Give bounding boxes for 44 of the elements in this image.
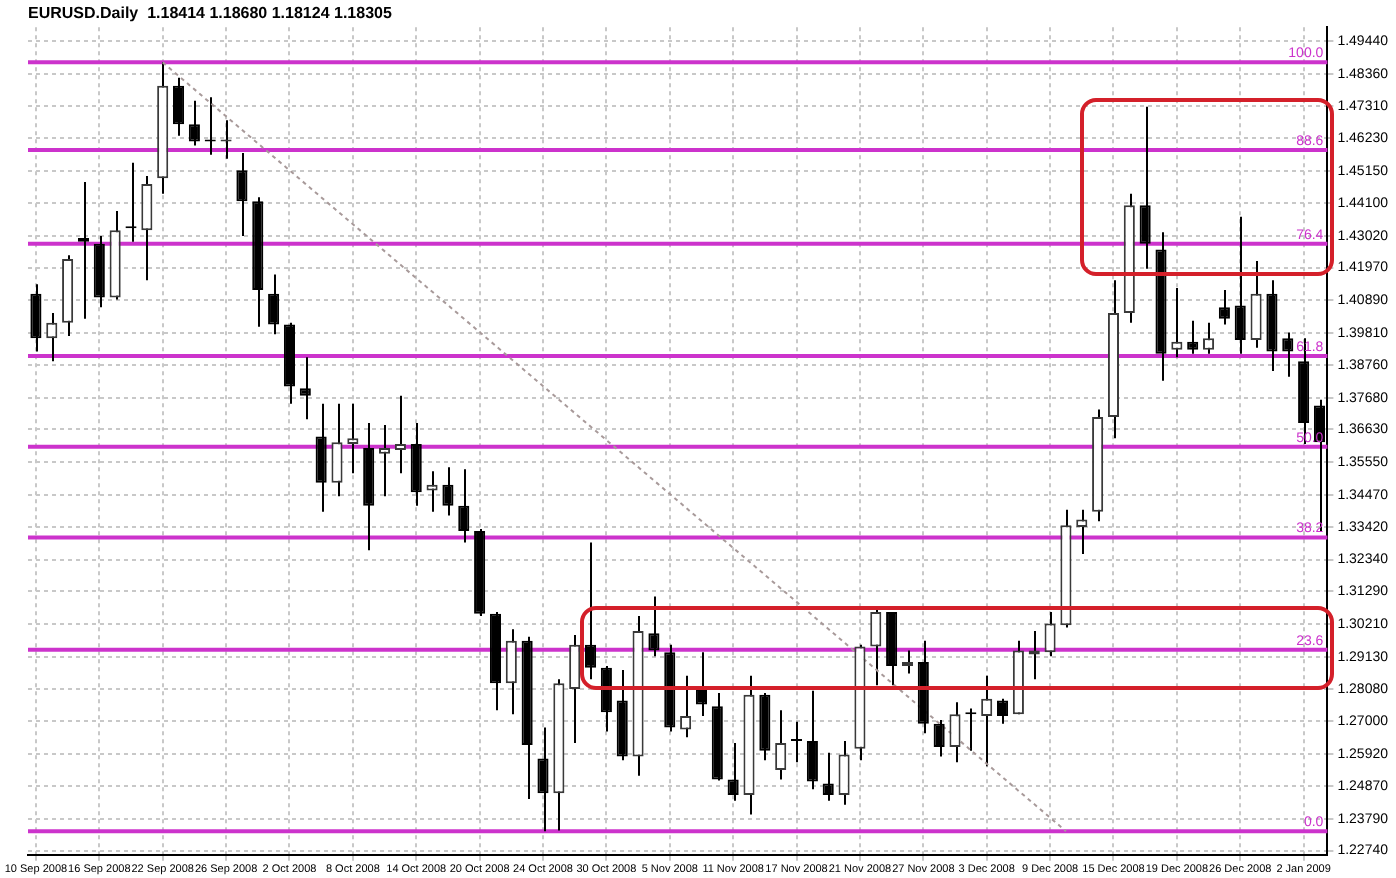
- candlestick: [172, 76, 185, 137]
- candlestick: [1218, 289, 1230, 326]
- candlestick: [585, 541, 597, 681]
- candlestick: [141, 175, 153, 282]
- candlestick: [268, 273, 280, 336]
- candlestick: [870, 607, 882, 687]
- candlestick: [331, 402, 343, 498]
- candlestick: [569, 634, 581, 744]
- candlestick: [30, 283, 42, 353]
- candlestick: [648, 595, 660, 658]
- candlestick: [838, 740, 850, 806]
- candlestick: [806, 689, 818, 791]
- candlestick: [901, 649, 914, 675]
- candlestick: [379, 423, 391, 498]
- candlestick: [458, 468, 470, 544]
- candlestick: [695, 651, 708, 717]
- candlestick: [727, 741, 739, 802]
- chart-title: EURUSD.Daily 1.18414 1.18680 1.18124 1.18305: [28, 4, 393, 23]
- candlestick: [775, 709, 787, 781]
- candlestick: [442, 466, 454, 517]
- candlestick: [1171, 286, 1183, 359]
- candlestick: [1282, 331, 1294, 378]
- candlestick: [505, 628, 517, 716]
- candlestick: [188, 99, 200, 147]
- candlestick: [791, 720, 803, 764]
- candlestick: [410, 422, 422, 507]
- candlestick: [822, 751, 834, 802]
- candlestick: [46, 312, 58, 363]
- candlestick: [1187, 319, 1199, 355]
- candlestick: [949, 701, 961, 764]
- candlestick: [1044, 610, 1056, 658]
- candlestick: [1234, 215, 1246, 355]
- candlestick: [1250, 259, 1262, 349]
- candlestick: [315, 402, 327, 513]
- candlestick: [236, 152, 248, 238]
- candlestick: [394, 394, 406, 475]
- candlestick: [299, 356, 311, 421]
- candlestick: [537, 726, 549, 833]
- candlestick: [1203, 321, 1215, 355]
- candlestick: [981, 674, 993, 768]
- candlestick: [933, 718, 945, 758]
- candlestick: [1139, 105, 1151, 270]
- candlestick: [680, 674, 692, 739]
- candlestick: [347, 402, 359, 475]
